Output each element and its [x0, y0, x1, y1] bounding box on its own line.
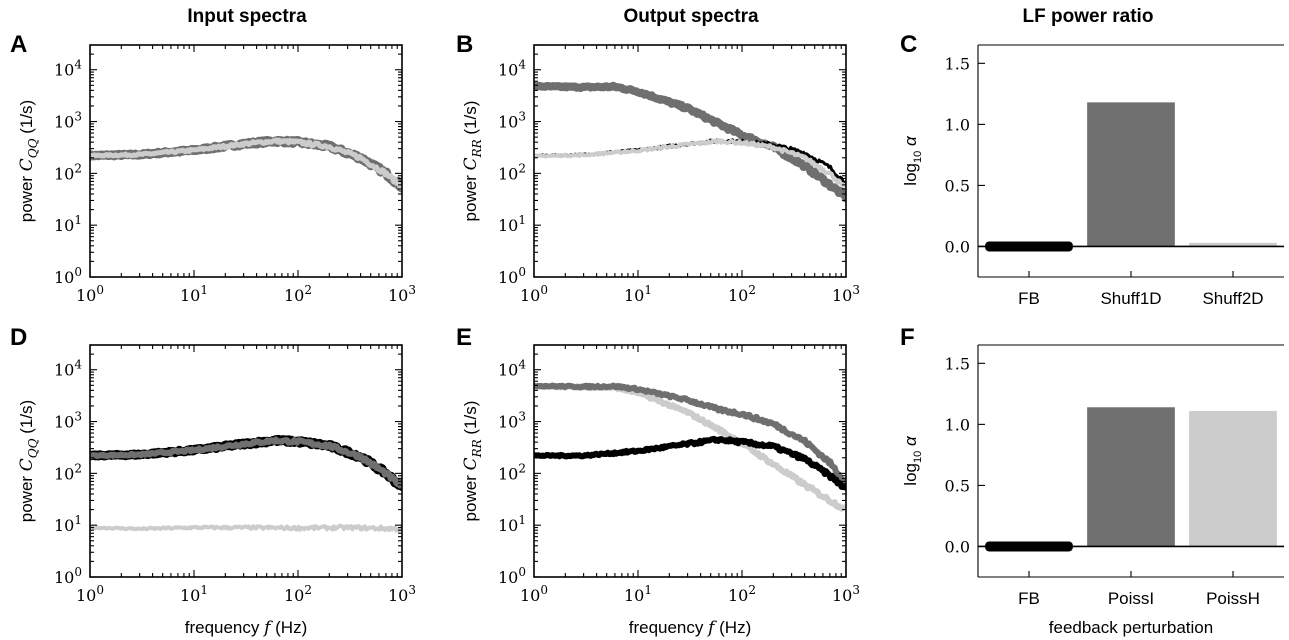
category-label: FB [1018, 589, 1040, 608]
series-group [534, 382, 846, 512]
plot-frame [533, 344, 847, 578]
y-tick-label: 104 [498, 58, 526, 80]
x-tick-label: 103 [832, 283, 860, 305]
y-tick-label: 104 [498, 358, 526, 380]
y-axis-label: log10 α [901, 135, 924, 186]
title-lf-power-ratio: LF power ratio [1023, 6, 1154, 27]
series-line-1 [90, 135, 402, 193]
title-input-spectra: Input spectra [187, 6, 307, 27]
x-tick-label: 102 [284, 583, 312, 605]
y-tick-label: 101 [498, 213, 526, 235]
y-tick-label: 102 [498, 161, 526, 183]
y-tick-label: 1.0 [945, 115, 970, 134]
series-line-2 [90, 137, 402, 191]
series-line-3 [90, 523, 402, 533]
y-tick-label: 100 [54, 565, 82, 587]
y-tick-label: 1.5 [945, 354, 970, 373]
y-tick-label: 101 [498, 513, 526, 535]
plot-frame [89, 44, 403, 278]
panel-d-input-spectra: 100 101 102 103 100 101 102 103 104 power CQQ (1/… [17, 344, 416, 638]
y-tick-label: 103 [498, 410, 526, 432]
y-axis-label: power CRR (1/s) [461, 401, 484, 522]
panel-letter-a: A [10, 31, 27, 58]
panel-letter-b: B [456, 31, 473, 58]
x-axis-label: frequency f (Hz) [629, 618, 752, 638]
panel-letter-f: F [900, 324, 915, 351]
x-tick-label: 101 [624, 283, 652, 305]
category-label: Shuff1D [1100, 289, 1161, 308]
y-tick-label: 102 [54, 161, 82, 183]
x-tick-label: 101 [180, 283, 208, 305]
x-tick-label: 100 [520, 583, 548, 605]
series-line-3 [534, 435, 846, 491]
x-tick-label: 101 [180, 583, 208, 605]
y-tick-label: 104 [54, 358, 82, 380]
x-tick-label: 100 [76, 283, 104, 305]
panel-letter-c: C [900, 31, 917, 58]
panel-a-input-spectra: 100 101 102 103 100 101 102 103 104 power CQQ (1/… [17, 44, 416, 305]
y-tick-label: 1.0 [945, 415, 970, 434]
series-group [90, 434, 402, 533]
series-line-1 [534, 81, 846, 203]
y-tick-label: 100 [498, 565, 526, 587]
series-group [90, 135, 402, 193]
y-tick-label: 0.0 [945, 537, 970, 556]
panel-letter-e: E [456, 324, 472, 351]
x-axis-label: frequency f (Hz) [185, 618, 308, 638]
y-tick-label: 102 [498, 461, 526, 483]
y-tick-label: 100 [498, 265, 526, 287]
category-label: PoissH [1206, 589, 1260, 608]
y-tick-label: 101 [54, 513, 82, 535]
category-label: FB [1018, 289, 1040, 308]
series-line-3 [534, 138, 846, 190]
y-axis-label: log10 α [901, 435, 924, 486]
panel-b-output-spectra: 100 101 102 103 100 101 102 103 104 power CRR (1/… [461, 44, 860, 305]
y-tick-label: 103 [54, 410, 82, 432]
panel-c-lf-power-ratio: FB Shuff1D Shuff2D 0.0 0.5 1.0 1.5 log10 α [901, 44, 1284, 308]
panel-e-output-spectra: 100 101 102 103 100 101 102 103 104 power CRR (1/… [461, 344, 860, 638]
x-tick-label: 103 [832, 583, 860, 605]
plot-frame [533, 44, 847, 278]
bar-poissi [1087, 407, 1175, 547]
y-tick-label: 0.0 [945, 237, 970, 256]
x-tick-label: 100 [520, 283, 548, 305]
y-tick-label: 103 [54, 110, 82, 132]
x-tick-label: 101 [624, 583, 652, 605]
series-group [534, 81, 846, 203]
category-label: PoissI [1108, 589, 1154, 608]
x-axis-label: feedback perturbation [1049, 618, 1213, 637]
x-tick-label: 102 [284, 283, 312, 305]
y-axis-label: power CQQ (1/s) [17, 100, 40, 222]
x-tick-label: 102 [728, 283, 756, 305]
series-line-2 [534, 382, 846, 486]
panel-f-lf-power-ratio: FB PoissI PoissH 0.0 0.5 1.0 1.5 log10 α feedbac… [901, 344, 1284, 637]
bar-shuff1d [1087, 102, 1175, 247]
category-label: Shuff2D [1202, 289, 1263, 308]
y-axis-label: power CRR (1/s) [461, 101, 484, 222]
bar-shuff2d [1189, 242, 1277, 247]
x-tick-label: 103 [388, 583, 416, 605]
x-tick-label: 102 [728, 583, 756, 605]
y-tick-label: 0.5 [945, 176, 970, 195]
y-tick-label: 102 [54, 461, 82, 483]
y-tick-label: 0.5 [945, 476, 970, 495]
title-output-spectra: Output spectra [623, 6, 759, 27]
y-tick-label: 100 [54, 265, 82, 287]
y-tick-label: 101 [54, 213, 82, 235]
bar-poissh [1189, 410, 1277, 547]
x-tick-label: 100 [76, 583, 104, 605]
y-tick-label: 1.5 [945, 54, 970, 73]
y-axis-label: power CQQ (1/s) [17, 400, 40, 522]
x-tick-label: 103 [388, 283, 416, 305]
y-tick-label: 104 [54, 58, 82, 80]
series-line-2 [90, 436, 402, 490]
plot-frame [89, 344, 403, 578]
panel-letter-d: D [10, 324, 27, 351]
y-tick-label: 103 [498, 110, 526, 132]
